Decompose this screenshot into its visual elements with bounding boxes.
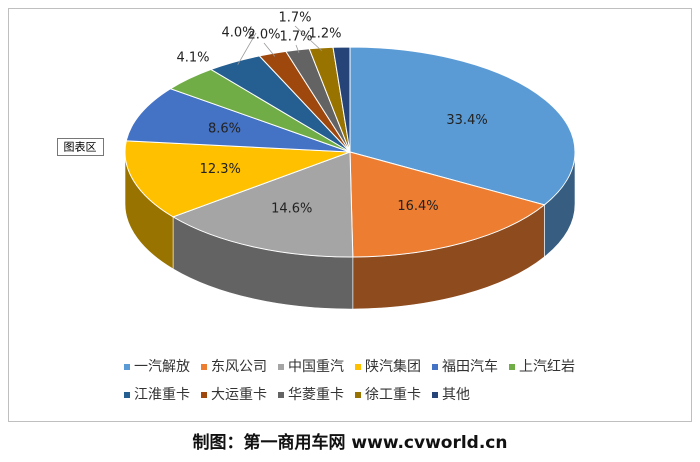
slice <box>171 151 354 258</box>
legend-swatch <box>124 364 130 370</box>
legend-label: 中国重汽 <box>288 359 344 375</box>
data-label: 4.1% <box>176 51 209 66</box>
data-label: 33.4% <box>446 113 487 128</box>
legend-label: 徐工重卡 <box>365 387 421 403</box>
tooltip: 图表区 <box>57 138 104 156</box>
data-label: 1.7% <box>278 11 311 26</box>
data-label: 1.2% <box>308 27 341 42</box>
slice <box>124 140 351 218</box>
data-label: 16.4% <box>397 199 438 214</box>
footer: 制图：第一商用车网 www.cvworld.cn <box>193 432 508 453</box>
legend-label: 大运重卡 <box>211 387 267 403</box>
legend-swatch <box>201 364 207 370</box>
leader-line <box>237 32 257 65</box>
tooltip-box <box>57 138 104 156</box>
legend-label: 其他 <box>442 387 470 403</box>
data-label: 4.0% <box>221 26 254 41</box>
legend-swatch <box>124 392 130 398</box>
slice <box>332 46 351 153</box>
legend-swatch <box>278 364 284 370</box>
data-label: 14.6% <box>271 201 312 216</box>
leader-line <box>263 42 276 57</box>
legend-swatch <box>355 392 361 398</box>
leader-line <box>295 44 300 54</box>
legend-swatch <box>432 364 438 370</box>
tooltip-text: 图表区 <box>64 140 97 154</box>
legend-label: 华菱重卡 <box>288 387 344 403</box>
legend-swatch <box>355 364 361 370</box>
slice <box>125 88 351 153</box>
legend-label: 江淮重卡 <box>134 387 190 403</box>
legend-swatch <box>509 364 515 370</box>
slice <box>349 151 546 258</box>
legend-label: 陕汽集团 <box>365 358 421 375</box>
data-label: 2.0% <box>247 28 280 43</box>
data-label: 8.6% <box>208 121 241 136</box>
data-label: 12.3% <box>200 162 241 177</box>
legend-label: 东风公司 <box>211 359 267 375</box>
legend-swatch <box>201 392 207 398</box>
legend-label: 上汽红岩 <box>519 359 575 375</box>
legend-swatch <box>432 392 438 398</box>
legend-swatch <box>278 392 284 398</box>
legend-label: 一汽解放 <box>134 359 190 375</box>
legend-label: 福田汽车 <box>442 358 498 375</box>
data-label: 1.7% <box>279 30 312 45</box>
slice <box>349 46 576 206</box>
leader-line <box>294 25 323 52</box>
